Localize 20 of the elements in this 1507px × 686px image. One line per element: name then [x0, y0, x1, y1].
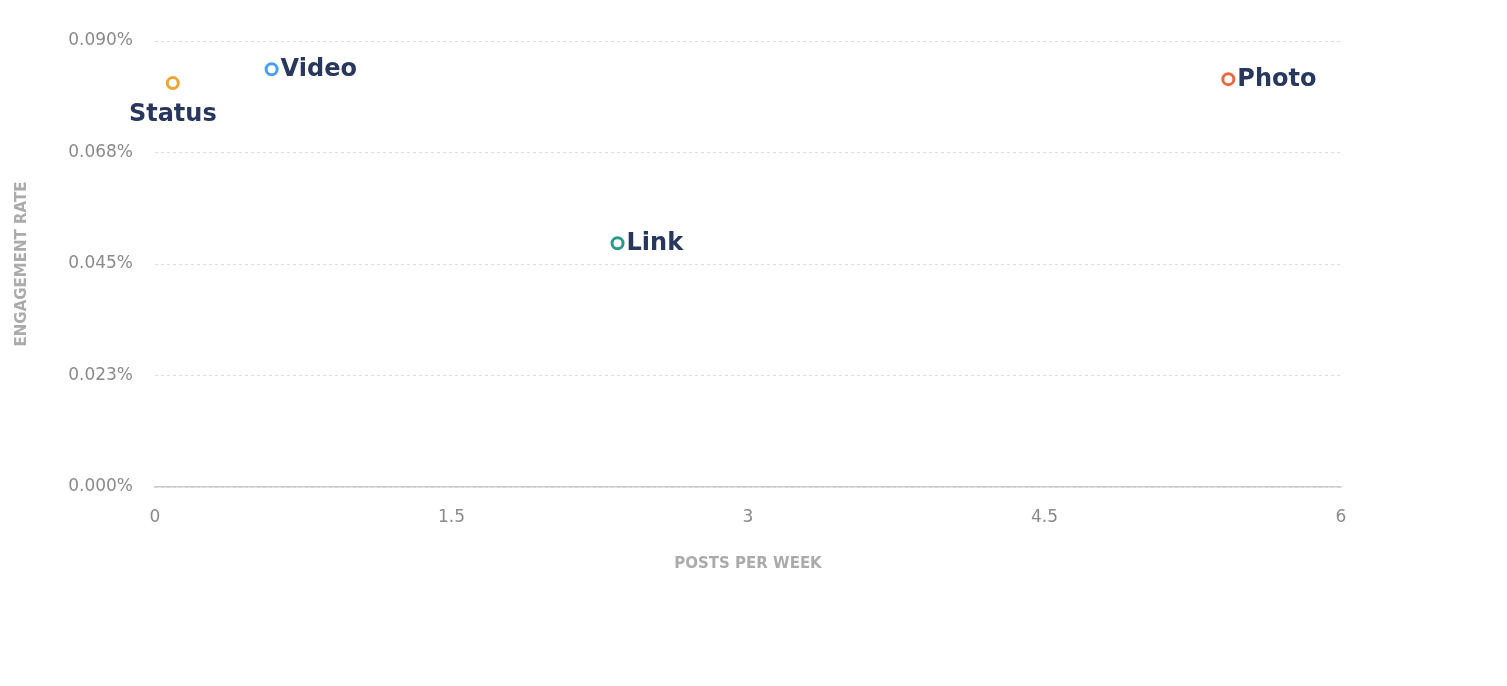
- x-tick-label: 0: [149, 505, 161, 526]
- x-tick-label: 3: [742, 505, 754, 526]
- point: [264, 62, 279, 77]
- x-tick-label: 4.5: [1030, 505, 1059, 526]
- series-label: Link: [626, 228, 685, 257]
- y-tick-label: 0.045%: [68, 252, 133, 273]
- y-tick-label: 0.023%: [68, 363, 133, 384]
- y-tick-label: 0.068%: [68, 140, 133, 161]
- point: [1221, 72, 1236, 87]
- series-label: Photo: [1237, 64, 1317, 93]
- y-tick-label: 0.000%: [68, 475, 133, 496]
- y-axis-title: ENGAGEMENT RATE: [11, 181, 30, 347]
- y-tick-label: 0.090%: [68, 29, 133, 50]
- point: [165, 76, 180, 91]
- series-label: Status: [128, 99, 217, 128]
- series-label: Video: [280, 54, 357, 83]
- x-tick-label: 6: [1335, 505, 1347, 526]
- x-tick-label: 1.5: [437, 505, 466, 526]
- point: [610, 236, 625, 251]
- x-axis-title: POSTS PER WEEK: [674, 553, 824, 572]
